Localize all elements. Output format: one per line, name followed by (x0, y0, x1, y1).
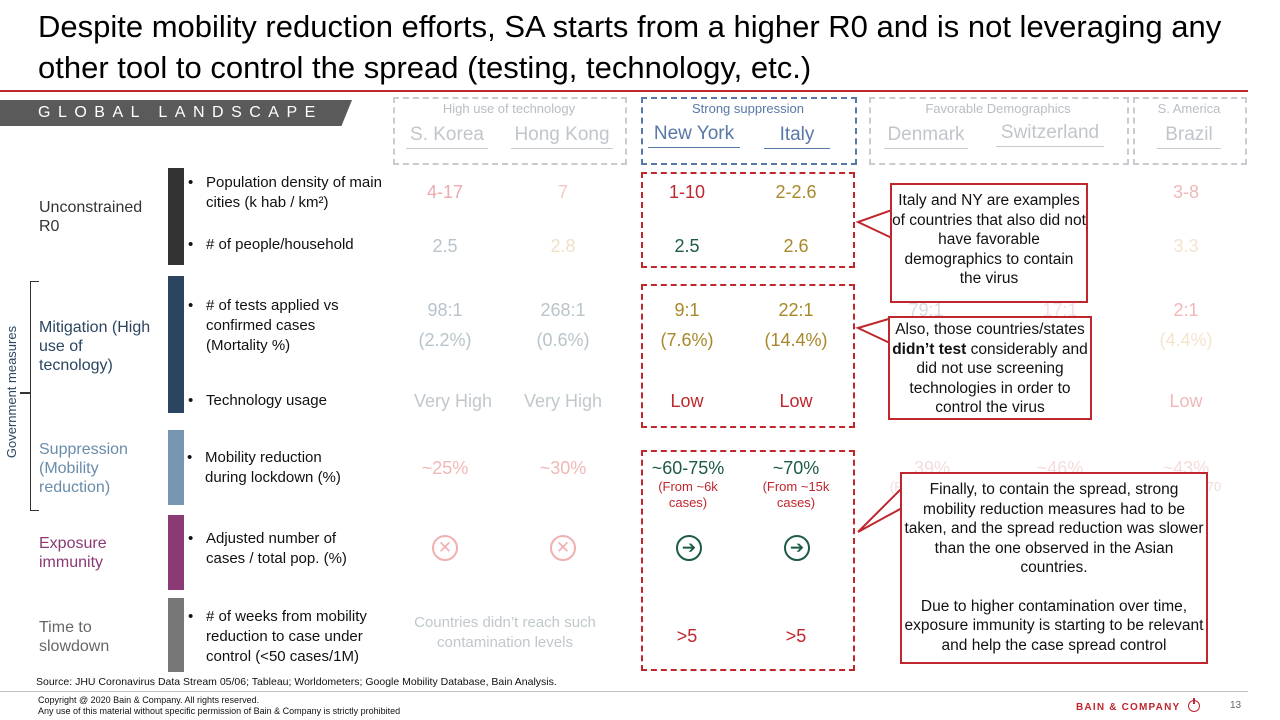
government-measures-label: Government measures (4, 325, 19, 459)
x-circle-icon: ✕ (550, 535, 576, 561)
value-density-hongkong: 7 (557, 182, 568, 202)
page-number: 13 (1230, 700, 1242, 711)
country-denmark: Denmark (884, 124, 968, 149)
value-density-brazil: 3-8 (1172, 182, 1199, 202)
title-divider (0, 90, 1248, 92)
note-mobility-italy: (From ~15k cases) (762, 479, 830, 510)
group-box-south-america (1133, 97, 1247, 165)
value-technology-brazil: Low (1169, 391, 1203, 411)
value-mortality-hongkong: (0.6%) (536, 330, 590, 350)
value-tests-korea: 98:1 (427, 300, 463, 320)
callout-demographics: Italy and NY are examples of countries t… (890, 183, 1088, 303)
metric-density: • Population density of main cities (k ha… (188, 174, 382, 211)
value-tests-newyork: 9:1 (674, 300, 700, 320)
group-label-technology: High use of technology (442, 101, 576, 116)
disclaimer: Any use of this material without specifi… (38, 706, 401, 716)
value-mortality-newyork: (7.6%) (660, 330, 714, 350)
callout-testing: Also, those countries/states didn’t test… (888, 316, 1092, 420)
value-weeks-newyork: >5 (676, 626, 698, 646)
row-label-slowdown: Time to slowdown (39, 619, 110, 655)
metric-mobility: • Mobility reduction during lockdown (%) (187, 449, 341, 486)
logo-mark-icon (1188, 698, 1201, 712)
value-tests-brazil: 2:1 (1173, 300, 1199, 320)
metric-cases: • Adjusted number of cases / total pop. (… (188, 530, 347, 567)
country-brazil: Brazil (1157, 124, 1221, 149)
metric-tests: • # of tests applied vs confirmed cases (… (188, 297, 339, 354)
value-technology-italy: Low (779, 391, 813, 411)
group-label-south-america: S. America (1157, 101, 1221, 116)
row-label-r0: Unconstrained R0 (39, 199, 143, 235)
slide-title: Despite mobility reduction efforts, SA s… (38, 9, 1222, 85)
bar-slowdown (168, 598, 184, 672)
group-box-demographics (869, 97, 1129, 165)
banner-label: GLOBAL LANDSCAPE (38, 104, 323, 121)
highlight-box-r0 (641, 172, 855, 268)
value-tests-italy: 22:1 (778, 300, 814, 320)
value-tests-hongkong: 268:1 (540, 300, 586, 320)
value-tests-switzerland: 17:1 (1042, 300, 1078, 320)
x-circle-icon: ✕ (432, 535, 458, 561)
country-hongkong: Hong Kong (511, 124, 613, 149)
value-weeks-asia: Countries didn’t reach such contaminatio… (414, 614, 596, 651)
bar-exposure (168, 515, 184, 590)
value-household-korea: 2.5 (432, 236, 458, 256)
bain-logo: BAIN & COMPANY (1076, 698, 1201, 713)
bar-suppression (168, 430, 184, 505)
group-box-technology (393, 97, 627, 165)
callout-mobility: Finally, to contain the spread, strong m… (900, 472, 1208, 664)
row-label-exposure: Exposure immunity (39, 535, 107, 571)
country-newyork: New York (648, 123, 740, 148)
value-density-korea: 4-17 (426, 182, 464, 202)
footer-rule (0, 691, 1248, 692)
country-switzerland: Switzerland (996, 122, 1104, 147)
value-household-italy: 2.6 (783, 236, 809, 256)
group-label-suppression: Strong suppression (691, 101, 804, 116)
value-mortality-korea: (2.2%) (418, 330, 472, 350)
value-mortality-brazil: (4.4%) (1159, 330, 1213, 350)
note-mobility-newyork: (From ~6k cases) (658, 479, 718, 510)
bar-mitigation (168, 276, 184, 413)
arrow-right-circle-icon: ➔ (784, 535, 810, 561)
value-mortality-italy: (14.4%) (764, 330, 828, 350)
copyright: Copyright @ 2020 Bain & Company. All rig… (38, 695, 260, 705)
value-household-brazil: 3.3 (1173, 236, 1199, 256)
value-mobility-korea: ~25% (421, 458, 469, 478)
country-italy: Italy (764, 124, 830, 149)
row-label-mitigation: Mitigation (High use of tecnology) (39, 319, 151, 374)
value-density-newyork: 1-10 (668, 182, 706, 202)
highlight-box-mitigation (641, 284, 855, 428)
value-tests-denmark: 79:1 (908, 300, 944, 320)
group-box-suppression (641, 97, 857, 165)
metric-technology: • Technology usage (188, 392, 327, 409)
metric-weeks: • # of weeks from mobility reduction to c… (188, 608, 367, 665)
highlight-box-suppression (641, 450, 855, 671)
value-technology-hongkong: Very High (523, 391, 603, 411)
source-note: Source: JHU Coronavirus Data Stream 05/0… (36, 676, 557, 688)
value-household-hongkong: 2.8 (550, 236, 576, 256)
arrow-right-circle-icon: ➔ (676, 535, 702, 561)
value-mobility-hongkong: ~30% (539, 458, 587, 478)
value-technology-korea: Very High (413, 391, 493, 411)
country-korea: S. Korea (406, 124, 488, 149)
section-banner: GLOBAL LANDSCAPE (0, 100, 352, 126)
value-mobility-newyork: ~60-75% (651, 458, 725, 478)
note-mobility-brazil: 70 (1206, 479, 1222, 494)
value-mobility-italy: ~70% (772, 458, 820, 478)
metric-household: • # of people/household (188, 236, 354, 253)
group-label-demographics: Favorable Demographics (925, 101, 1071, 116)
government-bracket (30, 281, 39, 511)
bar-r0 (168, 168, 184, 265)
value-technology-newyork: Low (670, 391, 704, 411)
value-household-newyork: 2.5 (674, 236, 700, 256)
value-weeks-italy: >5 (785, 626, 807, 646)
bracket-tick (20, 392, 30, 394)
row-label-suppression: Suppression (Mobility reduction) (39, 441, 128, 496)
value-density-italy: 2-2.6 (775, 182, 817, 202)
